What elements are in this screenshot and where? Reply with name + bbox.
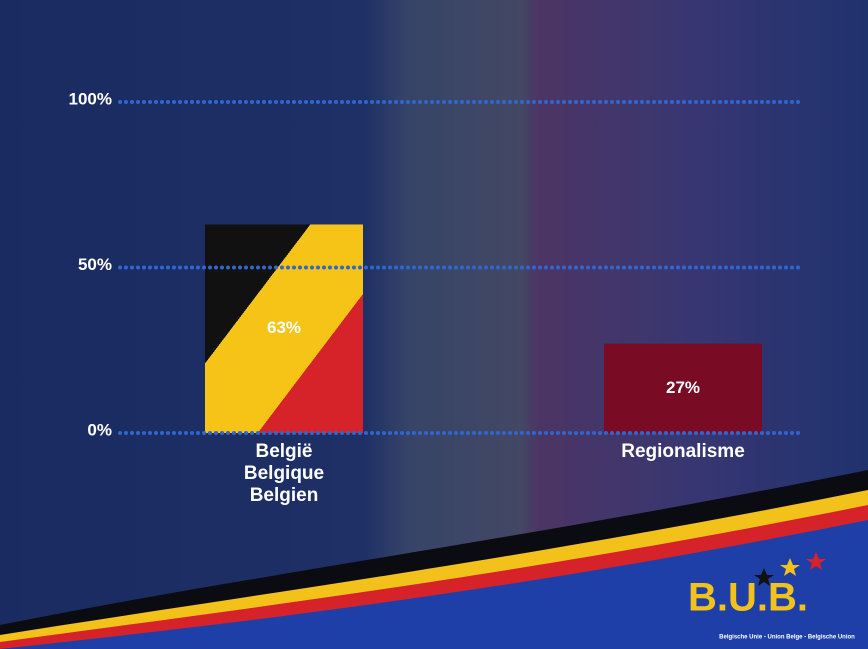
category-label: België Belgique Belgien — [243, 441, 325, 506]
y-tick-label: 50% — [78, 255, 112, 274]
value-label: 63% — [267, 318, 301, 337]
swoosh-red — [0, 505, 868, 649]
y-tick-label: 0% — [87, 420, 112, 439]
y-tick-label: 100% — [69, 89, 112, 108]
logo-subtitle: Belgische Unie - Union Belge - Belgische… — [719, 635, 855, 641]
bar — [604, 343, 762, 433]
swoosh-blue — [0, 520, 868, 649]
logo-title: B.U.B. — [688, 576, 808, 620]
bar — [205, 224, 363, 433]
star — [754, 568, 774, 586]
swoosh-yellow — [0, 490, 868, 645]
bars — [205, 224, 762, 433]
star — [780, 558, 800, 576]
star — [806, 552, 826, 570]
value-label: 27% — [666, 378, 700, 397]
logo: B.U.B. Belgische Unie - Union Belge - Be… — [688, 552, 855, 641]
swoosh-black — [0, 470, 868, 640]
category-label: Regionalisme — [621, 441, 745, 462]
